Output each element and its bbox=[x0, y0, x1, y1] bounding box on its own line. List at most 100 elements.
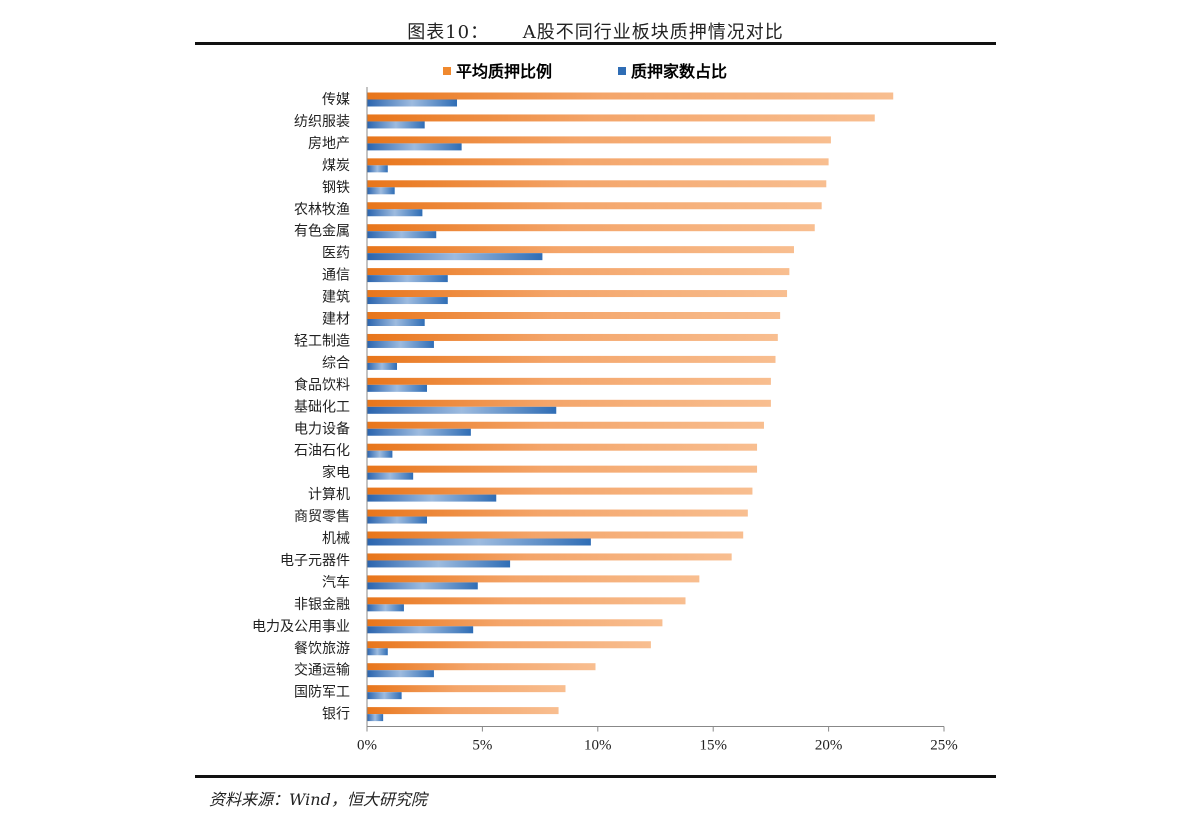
category-label: 纺织服装 bbox=[294, 114, 350, 130]
bar-series2 bbox=[367, 362, 398, 370]
legend-swatch-series1 bbox=[443, 67, 451, 75]
category-label: 建筑 bbox=[322, 290, 350, 306]
bar-series2 bbox=[367, 340, 434, 348]
bar-series1 bbox=[367, 290, 788, 298]
bar-series2 bbox=[367, 165, 388, 173]
bar-series2 bbox=[367, 538, 591, 546]
bar-series2 bbox=[367, 384, 428, 392]
x-tick-label: 0% bbox=[357, 738, 377, 754]
bar-series1 bbox=[367, 355, 776, 363]
bar-series1 bbox=[367, 180, 827, 188]
legend: 平均质押比例 质押家数占比 bbox=[443, 62, 727, 81]
bar-series2 bbox=[367, 670, 434, 678]
bar-series1 bbox=[367, 553, 732, 561]
bar-series1 bbox=[367, 619, 663, 627]
bar-series2 bbox=[367, 648, 388, 656]
bottom-rule bbox=[195, 775, 996, 778]
bar-series2 bbox=[367, 428, 471, 436]
bar-series1 bbox=[367, 575, 700, 583]
bar-series2 bbox=[367, 582, 478, 590]
bar-series1 bbox=[367, 202, 822, 210]
x-tick-label: 10% bbox=[584, 738, 612, 754]
bar-series2 bbox=[367, 714, 384, 722]
bar-series1 bbox=[367, 377, 771, 385]
category-label: 交通运输 bbox=[294, 662, 350, 679]
category-label: 煤炭 bbox=[322, 158, 350, 174]
bar-series1 bbox=[367, 509, 748, 517]
legend-label-series2: 质押家数占比 bbox=[631, 62, 727, 81]
bar-series2 bbox=[367, 604, 404, 612]
category-label: 传媒 bbox=[322, 92, 350, 108]
bar-series2 bbox=[367, 253, 543, 261]
category-label: 银行 bbox=[322, 707, 350, 723]
category-label: 医药 bbox=[322, 246, 350, 262]
bar-series2 bbox=[367, 494, 497, 502]
bar-series2 bbox=[367, 516, 428, 524]
bar-series2 bbox=[367, 297, 448, 305]
bar-series1 bbox=[367, 641, 651, 649]
bar-series1 bbox=[367, 224, 815, 232]
bar-series2 bbox=[367, 231, 437, 239]
category-label: 钢铁 bbox=[322, 180, 350, 196]
bar-series1 bbox=[367, 114, 875, 122]
category-label: 轻工制造 bbox=[294, 333, 350, 349]
category-label: 有色金属 bbox=[294, 223, 350, 240]
bar-series2 bbox=[367, 143, 462, 151]
top-rule bbox=[195, 42, 996, 45]
bar-series1 bbox=[367, 685, 566, 693]
plot-area: 传媒纺织服装房地产煤炭钢铁农林牧渔有色金属医药通信建筑建材轻工制造综合食品饮料基… bbox=[252, 87, 958, 754]
bar-series1 bbox=[367, 92, 894, 100]
bar-series1 bbox=[367, 312, 781, 319]
category-label: 综合 bbox=[322, 355, 350, 371]
category-label: 基础化工 bbox=[294, 398, 350, 415]
bar-series1 bbox=[367, 399, 771, 407]
category-label: 食品饮料 bbox=[294, 376, 350, 393]
bar-series2 bbox=[367, 406, 557, 414]
category-label: 建材 bbox=[322, 312, 350, 328]
bar-series2 bbox=[367, 275, 448, 283]
bar-series1 bbox=[367, 465, 758, 473]
x-tick-label: 5% bbox=[472, 738, 492, 754]
category-label: 餐饮旅游 bbox=[294, 641, 350, 657]
category-label: 电子元器件 bbox=[280, 553, 350, 569]
bar-series2 bbox=[367, 626, 474, 634]
bar-series1 bbox=[367, 531, 744, 539]
source-note: 资料来源：Wind，恒大研究院 bbox=[209, 790, 427, 809]
bar-series2 bbox=[367, 450, 393, 458]
category-label: 农林牧渔 bbox=[294, 202, 350, 218]
bar-series2 bbox=[367, 187, 395, 195]
category-label: 家电 bbox=[322, 464, 350, 481]
bar-series2 bbox=[367, 121, 425, 129]
category-label: 电力设备 bbox=[294, 420, 350, 437]
bar-series2 bbox=[367, 99, 458, 107]
bar-series1 bbox=[367, 707, 559, 715]
x-tick-label: 20% bbox=[815, 738, 843, 754]
bar-series2 bbox=[367, 209, 423, 217]
figure-title: 图表10： A股不同行业板块质押情况对比 bbox=[407, 22, 784, 43]
bar-series1 bbox=[367, 333, 778, 341]
category-label: 通信 bbox=[322, 268, 350, 284]
bar-series1 bbox=[367, 158, 829, 166]
bar-series1 bbox=[367, 421, 764, 429]
category-label: 计算机 bbox=[308, 487, 350, 503]
legend-swatch-series2 bbox=[618, 67, 626, 75]
category-label: 房地产 bbox=[308, 136, 350, 152]
bar-series1 bbox=[367, 246, 794, 254]
category-label: 石油石化 bbox=[294, 443, 350, 459]
bar-series1 bbox=[367, 443, 758, 451]
legend-label-series1: 平均质押比例 bbox=[456, 62, 552, 81]
x-tick-label: 15% bbox=[699, 738, 727, 754]
category-label: 国防军工 bbox=[294, 685, 350, 701]
bar-series1 bbox=[367, 268, 790, 276]
bar-series2 bbox=[367, 319, 425, 326]
bar-series1 bbox=[367, 487, 753, 495]
bar-series2 bbox=[367, 560, 511, 568]
x-tick-label: 25% bbox=[930, 738, 958, 754]
bar-series1 bbox=[367, 663, 596, 671]
bar-series2 bbox=[367, 692, 402, 700]
category-label: 机械 bbox=[322, 531, 350, 547]
bar-series1 bbox=[367, 597, 686, 605]
bar-series2 bbox=[367, 472, 414, 480]
category-label: 汽车 bbox=[322, 574, 350, 591]
